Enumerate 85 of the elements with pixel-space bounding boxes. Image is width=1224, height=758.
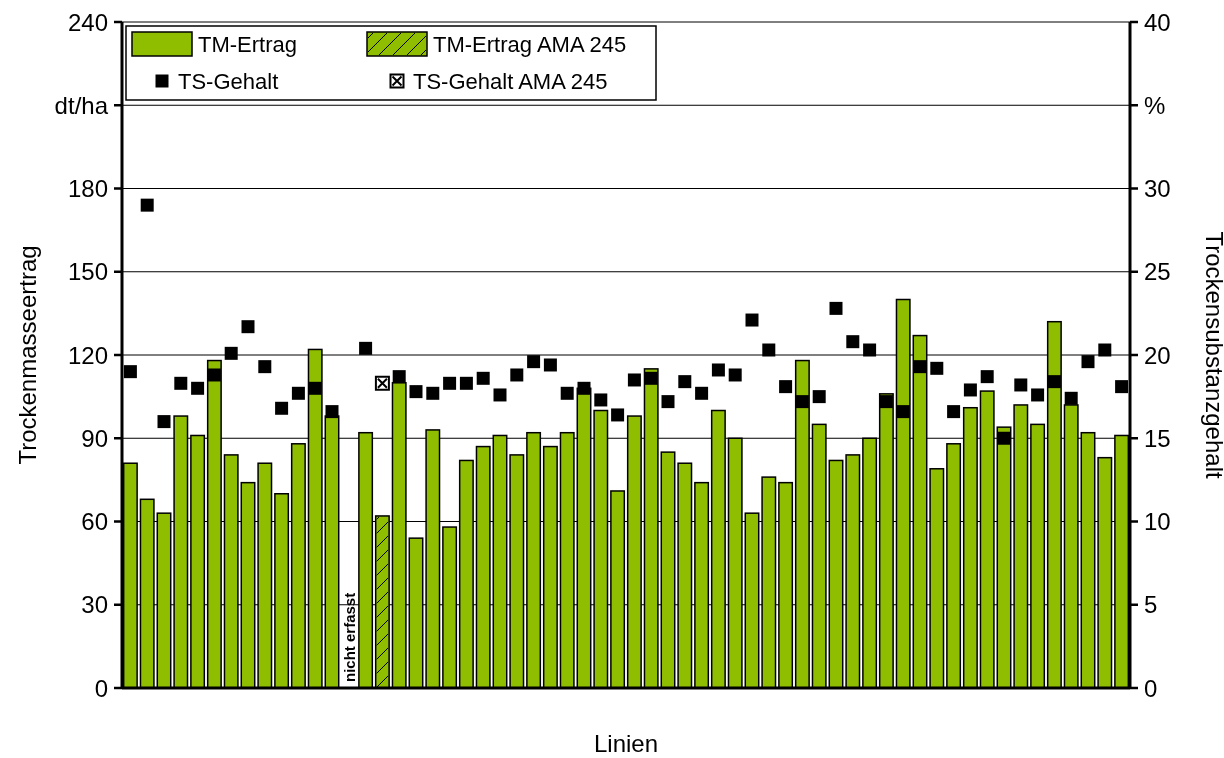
point [191,381,205,395]
point [275,401,289,415]
point [846,335,860,349]
point [879,395,893,409]
point [510,368,524,382]
legend-label: TS-Gehalt [178,68,279,94]
point [560,386,574,400]
point [258,360,272,374]
point [207,368,221,382]
point [627,373,641,387]
point [896,405,910,419]
point [863,343,877,357]
y-tick-label: dt/ha [54,91,109,119]
legend-label: TS-Gehalt AMA 245 [413,68,608,94]
y-tick-label: 0 [94,674,108,702]
point [409,385,423,399]
y-tick-label: 60 [81,508,108,535]
y2-tick-label: % [1144,91,1166,119]
annotation: nicht erfasst [340,592,358,682]
y2-tick-label: 0 [1144,674,1158,702]
point [930,361,944,375]
point [476,371,490,385]
point [795,395,809,409]
y2-tick-label: 20 [1144,341,1171,369]
point [291,386,305,400]
y2-axis-title: Trockensubstanzgehalt [1201,231,1224,479]
point [695,386,709,400]
point [459,376,473,390]
y2-tick-label: 10 [1144,508,1171,535]
point [779,380,793,394]
point [241,320,255,334]
point [980,370,994,384]
point [1014,378,1028,392]
point [140,198,154,212]
point [745,313,759,327]
point [577,381,591,395]
point [543,358,557,372]
point [493,388,507,402]
point [443,376,457,390]
point [308,381,322,395]
point [762,343,776,357]
point [374,375,390,391]
y-tick-label: 180 [67,175,108,202]
y-tick-label: 120 [67,341,108,369]
y2-tick-label: 30 [1144,175,1171,202]
point [174,376,188,390]
y2-tick-label: 25 [1144,258,1171,286]
point [913,360,927,374]
y2-tick-label: 40 [1144,8,1171,36]
point [426,386,440,400]
point [157,415,171,429]
point [359,341,373,355]
point [829,301,843,315]
point [1115,380,1129,394]
point [997,431,1011,445]
point [661,395,675,409]
y-axis-title: Trockenmasseertrag [14,245,41,465]
point [594,393,608,407]
point [1064,391,1078,405]
point [123,365,137,379]
y-tick-label: 150 [67,258,108,286]
point [1031,388,1045,402]
point [392,370,406,384]
point [224,346,238,360]
point [711,363,725,377]
point [728,368,742,382]
legend-label: TM-Ertrag AMA 245 [433,31,627,57]
point [1081,355,1095,369]
point [527,355,541,369]
y2-tick-label: 15 [1144,424,1171,452]
legend-label: TM-Ertrag [198,31,297,57]
y-tick-label: 90 [81,424,108,452]
point [1098,343,1112,357]
point [678,375,692,389]
x-axis-title: Linien [593,730,659,757]
point [963,383,977,397]
point [325,405,339,419]
point [611,408,625,422]
point [812,390,826,404]
y-tick-label: 30 [81,591,108,619]
point [947,405,961,419]
point [644,371,658,385]
y-tick-label: 240 [67,8,108,36]
y2-tick-label: 5 [1144,591,1158,619]
point [1047,375,1061,389]
